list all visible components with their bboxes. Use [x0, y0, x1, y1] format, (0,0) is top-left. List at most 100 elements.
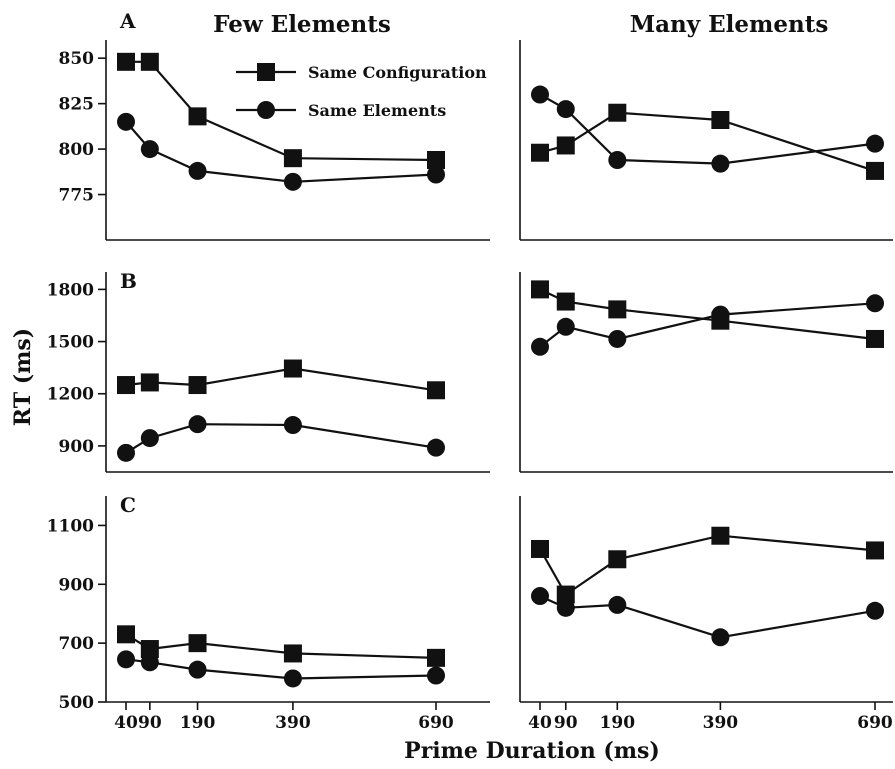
panel-c-few: 500 700 900 1100 40 90 190 390 690 C — [47, 493, 490, 733]
data-point-same-elements — [427, 165, 445, 184]
data-point-same-elements — [188, 161, 207, 180]
data-point-same-elements — [117, 650, 135, 669]
x-tick-label: 40 — [114, 713, 138, 733]
x-tick-label: 390 — [703, 713, 739, 733]
y-tick-label: 775 — [59, 186, 95, 206]
y-tick-label: 825 — [59, 95, 95, 115]
series-line-same-elements — [539, 595, 876, 639]
data-point-same-elements — [427, 666, 445, 685]
data-point-same-configuration — [608, 550, 627, 569]
data-point-same-configuration — [117, 52, 135, 71]
y-tick-label: 700 — [59, 634, 95, 654]
data-point-same-elements — [117, 112, 135, 131]
data-point-same-elements — [608, 329, 627, 348]
legend-marker-circle — [257, 101, 275, 119]
data-point-same-elements — [556, 598, 575, 617]
panel-c-many: 40 90 190 390 690 — [519, 496, 893, 733]
data-point-same-elements — [283, 172, 302, 191]
data-point-same-configuration — [531, 143, 549, 162]
data-point-same-configuration — [427, 151, 445, 169]
data-point-same-configuration — [117, 376, 135, 395]
panel-b-many — [519, 272, 893, 473]
data-point-same-configuration — [556, 292, 575, 311]
data-point-same-configuration — [427, 648, 445, 667]
data-point-same-elements — [140, 653, 159, 672]
data-point-same-configuration — [117, 625, 135, 644]
data-point-same-elements — [711, 305, 730, 324]
data-point-same-configuration — [140, 640, 159, 659]
data-point-same-configuration — [283, 149, 302, 168]
x-tick-label: 40 — [528, 713, 552, 733]
y-tick-label: 900 — [59, 437, 95, 457]
series-line-same-configuration — [125, 633, 437, 659]
y-tick-label: 500 — [59, 693, 95, 713]
column-title-many: Many Elements — [630, 11, 829, 38]
y-tick-label: 1200 — [47, 385, 94, 405]
data-point-same-elements — [283, 416, 302, 435]
data-point-same-elements — [866, 294, 884, 313]
data-point-same-configuration — [188, 376, 207, 395]
data-point-same-elements — [711, 628, 730, 647]
x-tick-label: 690 — [857, 713, 893, 733]
data-point-same-elements — [608, 151, 627, 169]
data-point-same-configuration — [711, 526, 730, 545]
series-line-same-configuration — [125, 367, 437, 392]
data-point-same-elements — [556, 317, 575, 336]
y-tick-label: 850 — [59, 49, 95, 69]
data-point-same-elements — [608, 595, 627, 614]
y-tick-label: 1500 — [47, 333, 94, 353]
legend-marker-square — [257, 63, 275, 81]
x-tick-label: 90 — [138, 713, 162, 733]
data-point-same-elements — [140, 140, 159, 159]
panel-a-few: 775 800 825 850 A — [59, 9, 490, 241]
legend-label-config: Same Configuration — [308, 63, 487, 82]
x-tick-label: 390 — [275, 713, 311, 733]
plot-area: 775 800 825 850 A 900 1200 1500 1800 B 500 700 900 11… — [47, 9, 893, 733]
data-point-same-configuration — [556, 585, 575, 604]
data-point-same-configuration — [188, 107, 207, 126]
data-point-same-configuration — [531, 539, 549, 558]
data-point-same-configuration — [866, 161, 884, 180]
data-point-same-elements — [188, 415, 207, 434]
data-point-same-configuration — [556, 136, 575, 155]
data-point-same-configuration — [283, 644, 302, 663]
data-point-same-configuration — [140, 52, 159, 71]
data-point-same-elements — [711, 154, 730, 173]
y-tick-label: 1800 — [47, 280, 94, 300]
panel-letter-a: A — [119, 9, 136, 33]
x-tick-label: 690 — [418, 713, 454, 733]
data-point-same-configuration — [283, 359, 302, 378]
panel-b-few: 900 1200 1500 1800 B — [47, 269, 490, 473]
y-tick-label: 800 — [59, 140, 95, 160]
x-tick-label: 90 — [554, 713, 578, 733]
data-point-same-elements — [188, 660, 207, 679]
data-point-same-configuration — [711, 111, 730, 129]
data-point-same-configuration — [140, 373, 159, 392]
data-point-same-elements — [866, 134, 884, 153]
data-point-same-elements — [556, 100, 575, 119]
data-point-same-elements — [531, 337, 549, 356]
panel-a-many — [519, 40, 893, 241]
legend-label-elements: Same Elements — [308, 101, 446, 120]
panel-letter-c: C — [120, 493, 136, 517]
series-line-same-elements — [539, 302, 876, 348]
data-point-same-configuration — [427, 381, 445, 400]
data-point-same-configuration — [608, 103, 627, 122]
series-line-same-configuration — [539, 534, 876, 597]
data-point-same-elements — [140, 429, 159, 448]
data-point-same-configuration — [188, 634, 207, 653]
y-tick-label: 900 — [59, 575, 95, 595]
data-point-same-elements — [531, 587, 549, 606]
x-axis-title: Prime Duration (ms) — [404, 738, 660, 764]
data-point-same-elements — [531, 85, 549, 104]
data-point-same-elements — [283, 669, 302, 688]
legend: Same Configuration Same Elements — [236, 63, 487, 120]
data-point-same-elements — [117, 443, 135, 462]
data-point-same-configuration — [866, 329, 884, 348]
data-point-same-elements — [427, 438, 445, 457]
data-point-same-configuration — [531, 280, 549, 299]
data-point-same-configuration — [866, 541, 884, 560]
panel-letter-b: B — [120, 269, 137, 293]
column-title-few: Few Elements — [213, 11, 391, 38]
